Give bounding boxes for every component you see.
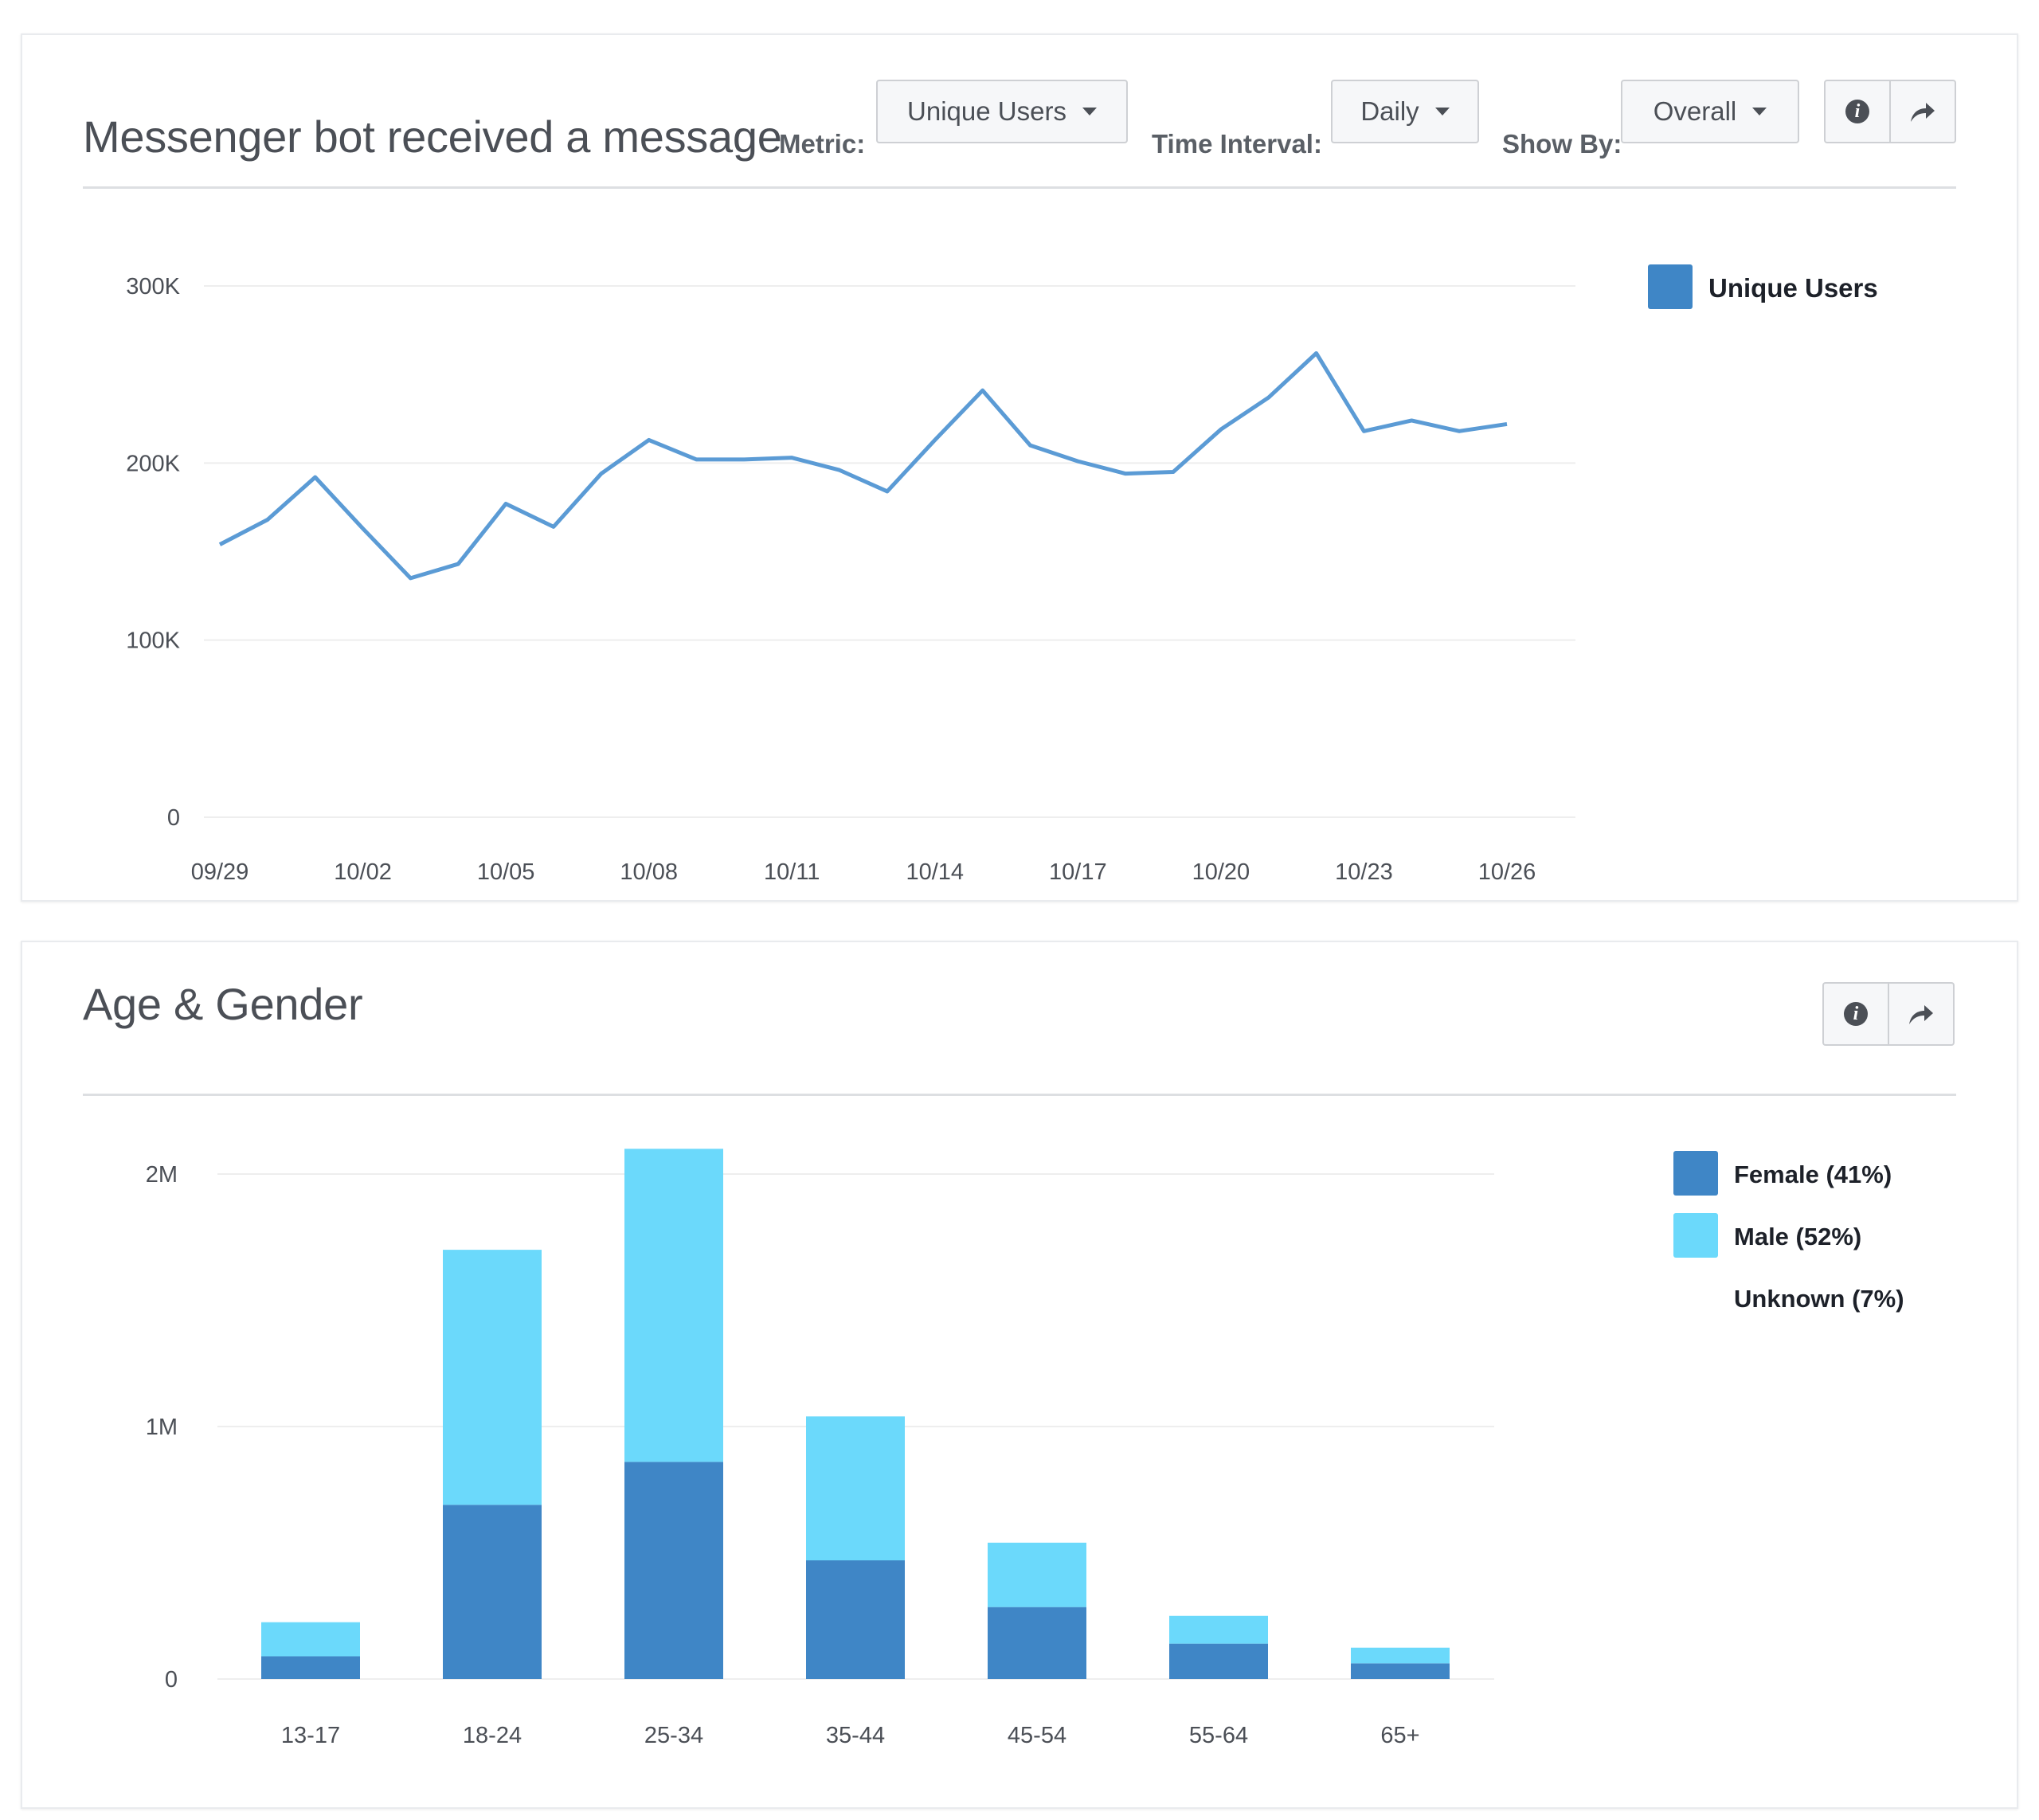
x-tick-label: 09/29	[191, 859, 249, 885]
bar-male	[1169, 1615, 1268, 1644]
bar-female	[988, 1607, 1086, 1679]
showby-dropdown[interactable]: Overall	[1621, 80, 1799, 143]
legend-swatch	[1673, 1213, 1718, 1258]
metric-label: Metric:	[779, 129, 866, 159]
x-tick-label: 25-34	[644, 1723, 703, 1748]
x-tick-label: 10/17	[1049, 859, 1107, 885]
metric-value: Unique Users	[907, 96, 1066, 126]
caret-down-icon	[1752, 108, 1767, 115]
share-button[interactable]	[1889, 81, 1955, 142]
x-tick-label: 10/23	[1335, 859, 1393, 885]
legend-label: Female (41%)	[1734, 1160, 1892, 1188]
x-tick-label: 10/14	[906, 859, 964, 885]
share-arrow-icon	[1909, 1005, 1933, 1024]
caret-down-icon	[1082, 108, 1097, 115]
bar-male	[988, 1542, 1086, 1607]
legend-label: Male (52%)	[1734, 1223, 1861, 1251]
panel-title: Messenger bot received a message	[83, 112, 782, 162]
bar-female	[1169, 1643, 1268, 1679]
y-tick-label: 300K	[126, 274, 180, 299]
messages-panel: Messenger bot received a message Metric:…	[21, 33, 2018, 902]
showby-value: Overall	[1653, 96, 1737, 126]
legend-swatch	[1648, 264, 1693, 309]
header-divider	[83, 186, 1956, 189]
y-tick-label: 1M	[146, 1415, 178, 1440]
x-tick-label: 45-54	[1008, 1723, 1066, 1748]
share-arrow-icon	[1911, 103, 1935, 122]
x-tick-label: 65+	[1380, 1723, 1419, 1748]
showby-label: Show By:	[1502, 129, 1622, 159]
panel-title: Age & Gender	[83, 979, 363, 1029]
panel-actions: i	[1824, 80, 1956, 143]
age-gender-panel: Age & Gender i 0 1M 2M 13-17 18-24 25-34 35-44…	[21, 941, 2018, 1809]
x-tick-label: 10/20	[1192, 859, 1250, 885]
x-tick-label: 10/11	[764, 859, 820, 885]
bar-female	[806, 1560, 905, 1679]
interval-dropdown[interactable]: Daily	[1331, 80, 1479, 143]
legend-label: Unique Users	[1708, 273, 1878, 303]
bar-male	[806, 1416, 905, 1561]
x-tick-label: 10/05	[477, 859, 535, 885]
share-button[interactable]	[1888, 984, 1953, 1044]
panel-actions: i	[1822, 982, 1955, 1046]
info-button[interactable]: i	[1824, 984, 1888, 1044]
x-tick-label: 10/26	[1478, 859, 1536, 885]
x-tick-label: 10/02	[334, 859, 392, 885]
bar-female	[1351, 1663, 1450, 1679]
bar-male	[624, 1149, 723, 1462]
x-tick-label: 13-17	[281, 1723, 340, 1748]
info-icon: i	[1844, 1002, 1868, 1026]
legend-swatch	[1673, 1151, 1718, 1196]
bar-female	[443, 1505, 542, 1679]
metric-dropdown[interactable]: Unique Users	[876, 80, 1128, 143]
header-divider	[83, 1094, 1956, 1096]
y-tick-label: 200K	[126, 451, 180, 476]
stacked-bar-chart: 0 1M 2M 13-17 18-24 25-34 35-44 45-54 55-64 65+ Fe…	[146, 1149, 1904, 1748]
interval-label: Time Interval:	[1152, 129, 1322, 159]
x-tick-label: 18-24	[463, 1723, 522, 1748]
legend-label: Unknown (7%)	[1734, 1285, 1904, 1313]
bar-female	[261, 1656, 360, 1679]
bar-male	[261, 1622, 360, 1657]
y-tick-label: 0	[167, 805, 180, 831]
x-tick-label: 35-44	[826, 1723, 885, 1748]
bar-male	[1351, 1647, 1450, 1664]
y-tick-label: 2M	[146, 1162, 178, 1188]
bar-female	[624, 1462, 723, 1679]
interval-value: Daily	[1360, 96, 1419, 126]
y-tick-label: 100K	[126, 628, 180, 654]
series-line-unique-users	[218, 350, 1508, 581]
caret-down-icon	[1434, 108, 1450, 115]
x-tick-label: 10/08	[620, 859, 678, 885]
y-tick-label: 0	[165, 1667, 178, 1693]
info-icon: i	[1845, 100, 1869, 123]
bar-male	[443, 1250, 542, 1505]
x-tick-label: 55-64	[1189, 1723, 1248, 1748]
line-chart: 0 100K 200K 300K 09/29 10/02 10/05 10/08 10/11 10…	[126, 264, 1878, 885]
info-button[interactable]: i	[1826, 81, 1889, 142]
